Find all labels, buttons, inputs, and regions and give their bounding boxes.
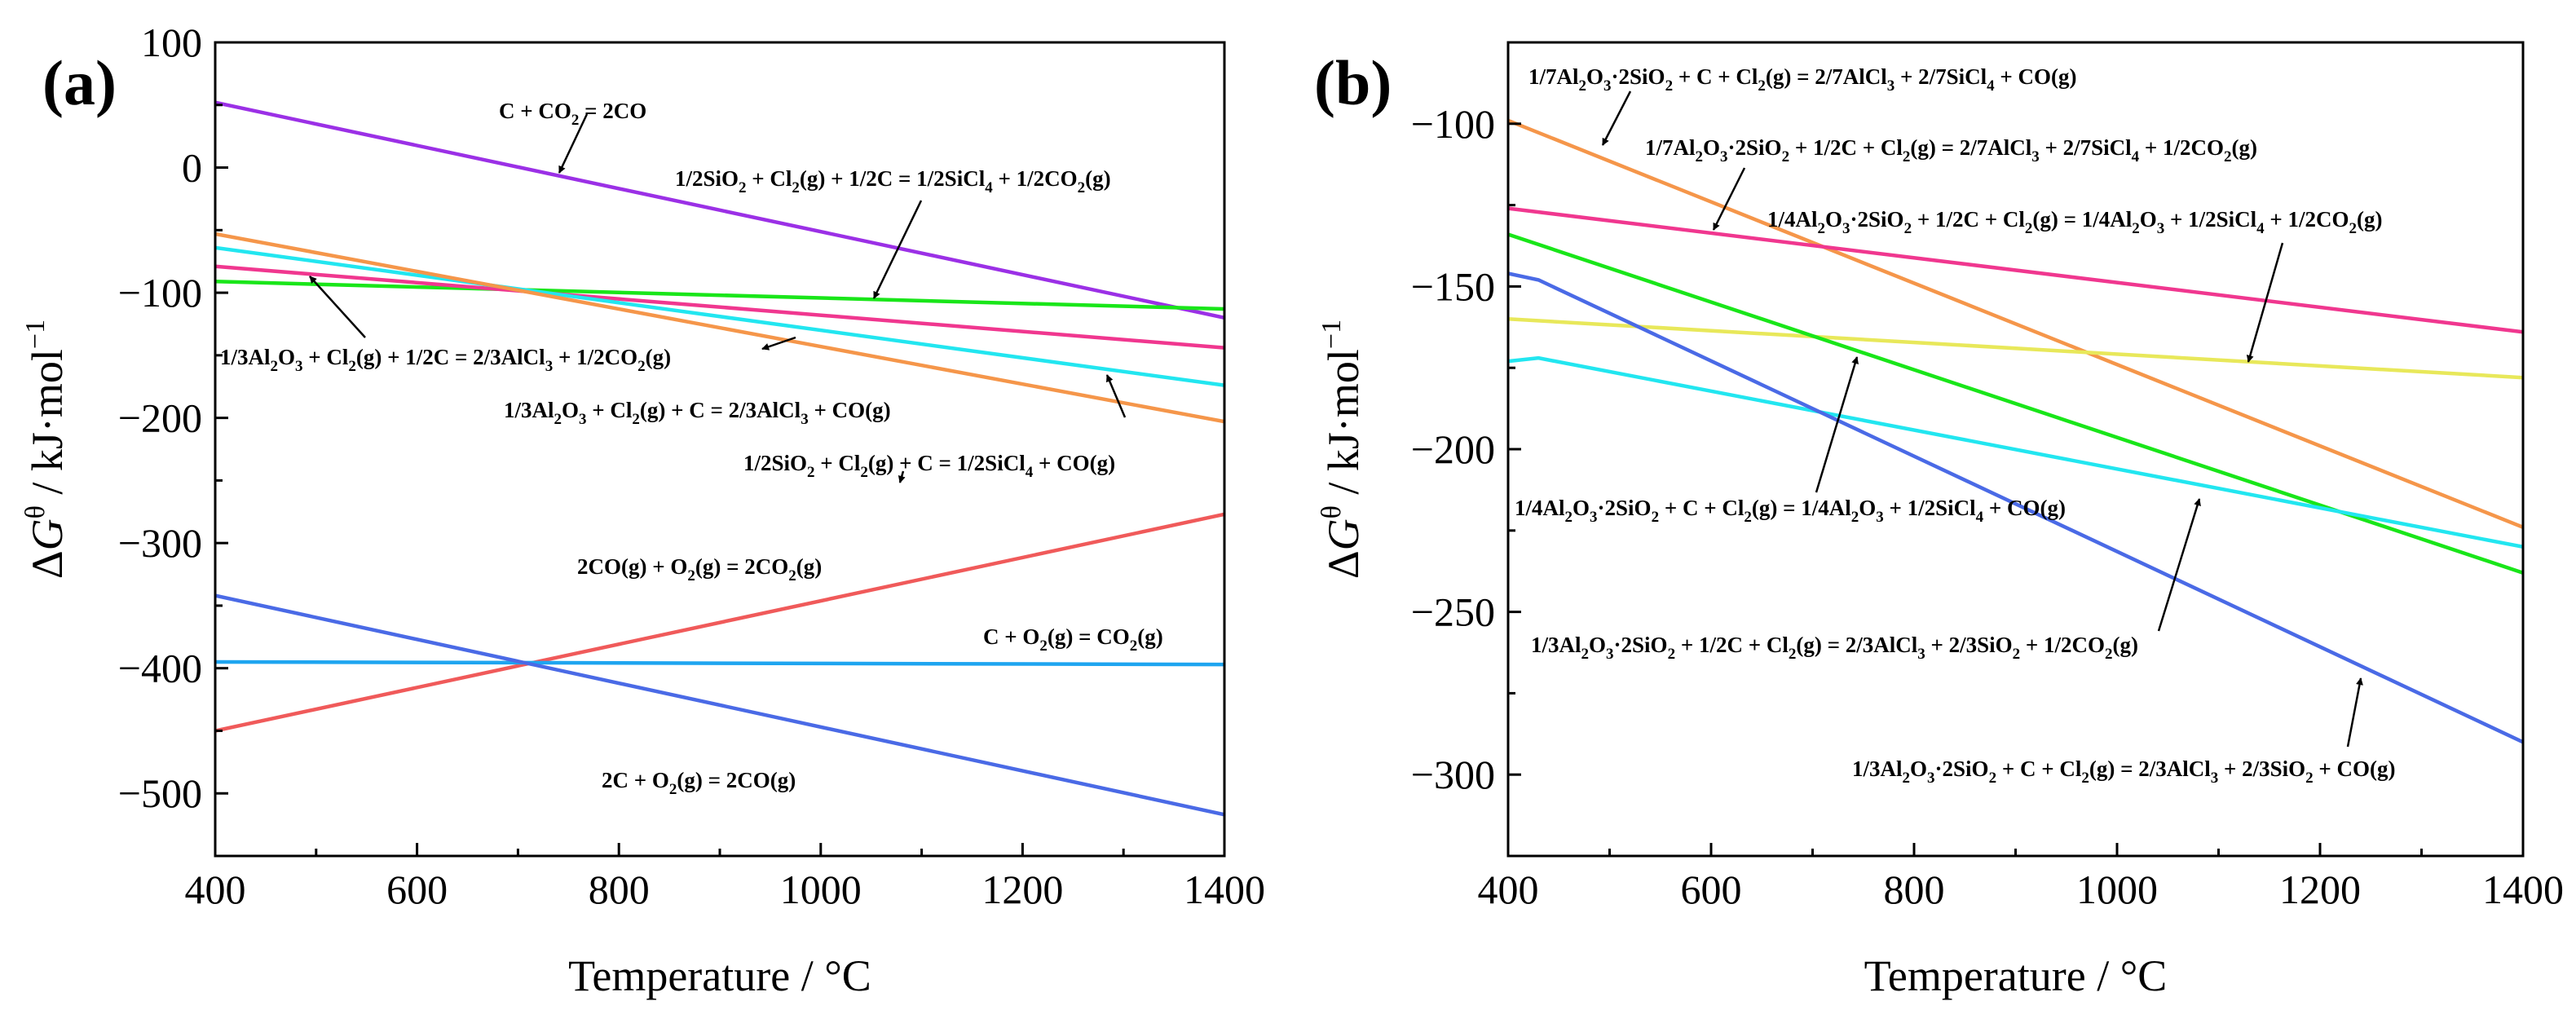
- y-tick-label: 100: [141, 20, 202, 65]
- annotation-1-4al2o3-2sio2-1-2c-cl2-g-1-4al2o3-1-2sicl4-1-2co2-g: 1/4Al2​O3​·2SiO2​ + 1/2C + Cl2​(g) = 1/4…: [1767, 207, 2383, 237]
- y-tick-label: −100: [1411, 101, 1495, 147]
- y-tick-label: −150: [1411, 263, 1495, 309]
- y-tick-label: −200: [118, 395, 202, 441]
- panel-label-a: (a): [42, 47, 117, 118]
- chart-panel-a: 400 600 800 1000 1200 14001000−100−200−300−40…: [20, 20, 1265, 1000]
- annotation-1-3al2o3-2sio2-c-cl2-g-2-3alcl3-2-3sio2-co-g: 1/3Al2​O3​·2SiO2​ + C + Cl2​(g) = 2/3AlC…: [1852, 757, 2396, 787]
- x-tick-label: 1200: [981, 867, 1063, 912]
- x-tick-label: 1000: [780, 867, 862, 912]
- x-tick-label: 400: [1478, 867, 1539, 912]
- annotation-c-co2-2co: C + CO2​ = 2CO: [499, 99, 646, 129]
- series-line-1-4al2o3-2sio2-1-2c-cl2-g-1-4al2o3-1-2sicl4-1-2co2-g: [1508, 317, 2523, 380]
- x-tick-label: 400: [185, 867, 246, 912]
- y-tick-label: −300: [118, 520, 202, 566]
- annotation-arrow: [898, 470, 906, 483]
- annotation-arrow: [2346, 677, 2363, 748]
- series-line-1-3al2o3-cl2-g-c-2-3alcl3-co-g: [215, 245, 1224, 387]
- series-line-1-7al2o3-2sio2-1-2c-cl2-g-2-7alcl3-2-7sicl4-1-2co2-g: [1508, 206, 2523, 334]
- annotation-arrow: [872, 200, 923, 299]
- x-tick-label: 1200: [2279, 867, 2361, 912]
- annotation-1-2sio2-cl2-g-c-1-2sicl4-co-g: 1/2SiO2​ + Cl2​(g) + C = 1/2SiCl4​ + CO(…: [743, 451, 1115, 481]
- x-axis-label: Temperature / °C: [568, 951, 871, 1000]
- x-tick-label: 1000: [2076, 867, 2158, 912]
- annotation-1-3al2o3-2sio2-1-2c-cl2-g-2-3alcl3-2-3sio2-1-2co2-g: 1/3Al2​O3​·2SiO2​ + 1/2C + Cl2​(g) = 2/3…: [1531, 633, 2138, 663]
- annotation-arrow: [1601, 90, 1632, 146]
- annotation-2co-g-o2-g-2co2-g: 2CO(g) + O2​(g) = 2CO2​(g): [577, 554, 822, 584]
- y-axis-label: ΔGθ / kJ·mol−1: [1317, 320, 1368, 579]
- plot-area: [1508, 118, 2523, 744]
- series-line-1-3al2o3-cl2-g-1-2c-2-3alcl3-1-2co2-g: [215, 264, 1224, 350]
- plot-area: [215, 100, 1224, 817]
- annotation-arrow: [558, 113, 589, 174]
- y-tick-label: −500: [118, 770, 202, 816]
- series-line-2co-g-o2-g-2co2-g: [215, 512, 1224, 733]
- series-line-1-3al2o3-2sio2-c-cl2-g-2-3alcl3-2-3sio2-co-g: [1508, 271, 2523, 744]
- series-line-1-3al2o3-2sio2-1-2c-cl2-g-2-3alcl3-2-3sio2-1-2co2-g: [1508, 355, 2523, 549]
- x-tick-label: 800: [589, 867, 650, 912]
- annotation-1-4al2o3-2sio2-c-cl2-g-1-4al2o3-1-2sicl4-co-g: 1/4Al2​O3​·2SiO2​ + C + Cl2​(g) = 1/4Al2…: [1515, 496, 2066, 526]
- series-line-1-2sio2-cl2-g-c-1-2sicl4-co-g: [215, 232, 1224, 424]
- chart-panel-b: 400 600 800 1000 1200 1400 −100 −150 −200 −250 −30…: [1314, 41, 2564, 1000]
- annotation-1-3al2o3-cl2-g-c-2-3alcl3-co-g: 1/3Al2​O3​ + Cl2​(g) + C = 2/3AlCl3​ + C…: [504, 398, 891, 428]
- series-line-1-2sio2-cl2-g-1-2c-1-2sicl4-1-2co2-g: [215, 280, 1224, 311]
- y-tick-label: −300: [1411, 752, 1495, 797]
- annotation-1-2sio2-cl2-g-1-2c-1-2sicl4-1-2co2-g: 1/2SiO2​ + Cl2​(g) + 1/2C = 1/2SiCl4​ + …: [675, 166, 1111, 196]
- annotation-1-7al2o3-2sio2-1-2c-cl2-g-2-7alcl3-2-7sicl4-1-2co2-g: 1/7Al2​O3​·2SiO2​ + 1/2C + Cl2​(g) = 2/7…: [1645, 135, 2257, 165]
- series-line-2c-o2-g-2co-g: [215, 593, 1224, 817]
- annotation-arrow: [1712, 167, 1746, 231]
- annotation-arrow: [309, 276, 366, 338]
- annotation-2c-o2-g-2co-g: 2C + O2​(g) = 2CO(g): [602, 768, 796, 798]
- plot-frame: [214, 41, 1226, 858]
- panel-label-b: (b): [1314, 47, 1392, 118]
- x-tick-label: 600: [1681, 867, 1742, 912]
- series-line-c-co2-2co: [215, 100, 1224, 320]
- y-tick-label: −250: [1411, 589, 1495, 635]
- series-line-1-7al2o3-2sio2-c-cl2-g-2-7alcl3-2-7sicl4-co-g: [1508, 118, 2523, 529]
- annotation-1-7al2o3-2sio2-c-cl2-g-2-7alcl3-2-7sicl4-co-g: 1/7Al2​O3​·2SiO2​ + C + Cl2​(g) = 2/7AlC…: [1528, 64, 2077, 95]
- x-tick-label: 1400: [2482, 867, 2564, 912]
- x-tick-label: 800: [1884, 867, 1945, 912]
- x-tick-label: 1400: [1184, 867, 1265, 912]
- y-tick-label: −400: [118, 646, 202, 691]
- y-tick-label: 0: [182, 145, 202, 191]
- annotation-c-o2-g-co2-g: C + O2​(g) = CO2​(g): [983, 624, 1163, 655]
- annotation-arrow: [761, 336, 796, 351]
- y-tick-label: −100: [118, 270, 202, 315]
- annotation-arrow: [1105, 374, 1127, 418]
- series-line-c-o2-g-co2-g: [215, 659, 1224, 667]
- x-axis-label: Temperature / °C: [1864, 951, 2168, 1000]
- y-axis-label: ΔGθ / kJ·mol−1: [20, 320, 72, 579]
- annotation-1-3al2o3-cl2-g-1-2c-2-3alcl3-1-2co2-g: 1/3Al2​O3​ + Cl2​(g) + 1/2C = 2/3AlCl3​ …: [220, 345, 671, 375]
- y-tick-label: −200: [1411, 426, 1495, 472]
- annotation-arrow: [2157, 498, 2201, 632]
- annotation-arrow: [2246, 242, 2284, 363]
- annotation-arrow: [1815, 356, 1859, 493]
- x-tick-label: 600: [386, 867, 448, 912]
- series-line-1-4al2o3-2sio2-c-cl2-g-1-4al2o3-1-2sicl4-co-g: [1508, 232, 2523, 575]
